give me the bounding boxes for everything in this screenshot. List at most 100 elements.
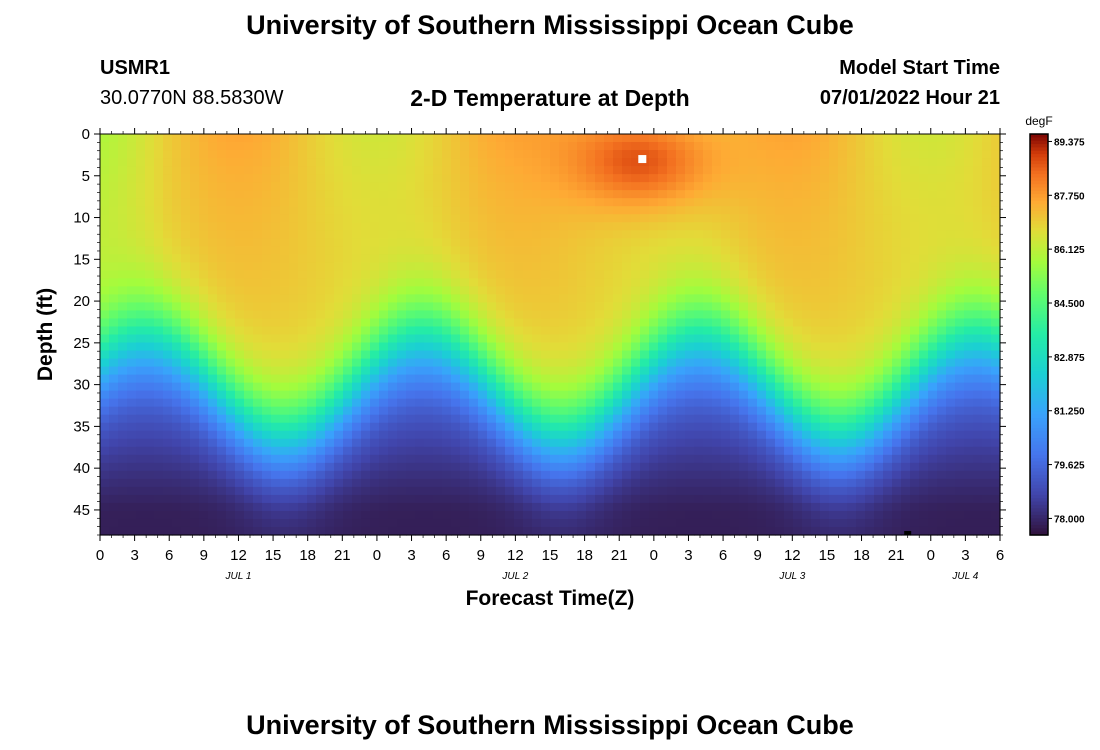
heatmap-cell (541, 406, 551, 416)
heatmap-cell (334, 206, 344, 215)
heatmap-cell (415, 302, 425, 312)
heatmap-cell (325, 150, 335, 159)
heatmap-cell (712, 150, 722, 159)
heatmap-cell (613, 350, 623, 360)
heatmap-cell (406, 254, 416, 263)
heatmap-cell (658, 382, 668, 392)
heatmap-cell (532, 502, 542, 512)
heatmap-cell (244, 518, 254, 528)
heatmap-cell (478, 350, 488, 360)
heatmap-cell (550, 334, 560, 344)
heatmap-cell (667, 158, 677, 167)
heatmap-cell (586, 174, 596, 183)
heatmap-cell (397, 206, 407, 215)
heatmap-cell (658, 190, 668, 199)
heatmap-cell (811, 254, 821, 263)
heatmap-cell (586, 382, 596, 392)
heatmap-cell (109, 366, 119, 376)
heatmap-cell (946, 358, 956, 368)
heatmap-cell (955, 198, 965, 207)
heatmap-cell (280, 494, 290, 504)
heatmap-cell (136, 510, 146, 520)
heatmap-cell (865, 358, 875, 368)
heatmap-cell (811, 262, 821, 271)
heatmap-cell (109, 446, 119, 456)
heatmap-cell (253, 262, 263, 271)
heatmap-cell (613, 238, 623, 247)
heatmap-cell (631, 438, 641, 448)
heatmap-cell (352, 414, 362, 424)
heatmap-cell (946, 398, 956, 408)
heatmap-cell (262, 398, 272, 408)
heatmap-cell (100, 422, 110, 432)
heatmap-cell (694, 358, 704, 368)
heatmap-cell (136, 134, 146, 143)
heatmap-cell (145, 278, 155, 287)
heatmap-cell (604, 406, 614, 416)
heatmap-cell (478, 262, 488, 271)
heatmap-cell (532, 302, 542, 312)
model-start-value: 07/01/2022 Hour 21 (819, 87, 1000, 109)
heatmap-cell (712, 182, 722, 191)
heatmap-cell (379, 198, 389, 207)
heatmap-cell (793, 494, 803, 504)
heatmap-cell (964, 230, 974, 239)
heatmap-cell (568, 206, 578, 215)
heatmap-cell (181, 510, 191, 520)
heatmap-cell (163, 206, 173, 215)
heatmap-cell (262, 366, 272, 376)
heatmap-cell (676, 158, 686, 167)
heatmap-cell (811, 182, 821, 191)
heatmap-cell (415, 142, 425, 151)
heatmap-cell (145, 446, 155, 456)
heatmap-cell (235, 254, 245, 263)
heatmap-cell (199, 326, 209, 336)
heatmap-cell (244, 478, 254, 488)
heatmap-cell (424, 430, 434, 440)
heatmap-cell (163, 422, 173, 432)
heatmap-cell (928, 398, 938, 408)
heatmap-cell (316, 222, 326, 231)
heatmap-cell (532, 430, 542, 440)
heatmap-cell (757, 182, 767, 191)
heatmap-cell (172, 182, 182, 191)
heatmap-cell (946, 318, 956, 328)
heatmap-cell (604, 414, 614, 424)
heatmap-cell (829, 206, 839, 215)
heatmap-cell (937, 174, 947, 183)
heatmap-cell (559, 294, 569, 304)
heatmap-cell (100, 430, 110, 440)
heatmap-cell (928, 390, 938, 400)
heatmap-cell (388, 190, 398, 199)
heatmap-cell (829, 430, 839, 440)
heatmap-cell (892, 230, 902, 239)
heatmap-cell (793, 190, 803, 199)
heatmap-cell (640, 286, 650, 295)
heatmap-cell (667, 214, 677, 223)
heatmap-cell (253, 326, 263, 336)
heatmap-cell (910, 446, 920, 456)
heatmap-cell (388, 206, 398, 215)
heatmap-cell (352, 246, 362, 255)
heatmap-cell (361, 158, 371, 167)
heatmap-cell (973, 142, 983, 151)
heatmap-cell (667, 526, 677, 536)
heatmap-cell (190, 438, 200, 448)
heatmap-cell (379, 238, 389, 247)
heatmap-cell (667, 182, 677, 191)
heatmap-cell (343, 182, 353, 191)
heatmap-cell (505, 174, 515, 183)
heatmap-cell (784, 494, 794, 504)
heatmap-cell (703, 270, 713, 279)
heatmap-cell (343, 470, 353, 480)
heatmap-cell (271, 446, 281, 456)
heatmap-cell (964, 310, 974, 320)
heatmap-cell (334, 478, 344, 488)
heatmap-cell (361, 190, 371, 199)
heatmap-cell (829, 246, 839, 255)
heatmap-cell (100, 462, 110, 472)
heatmap-cell (730, 342, 740, 352)
heatmap-cell (289, 382, 299, 392)
heatmap-cell (568, 302, 578, 312)
heatmap-cell (694, 446, 704, 456)
